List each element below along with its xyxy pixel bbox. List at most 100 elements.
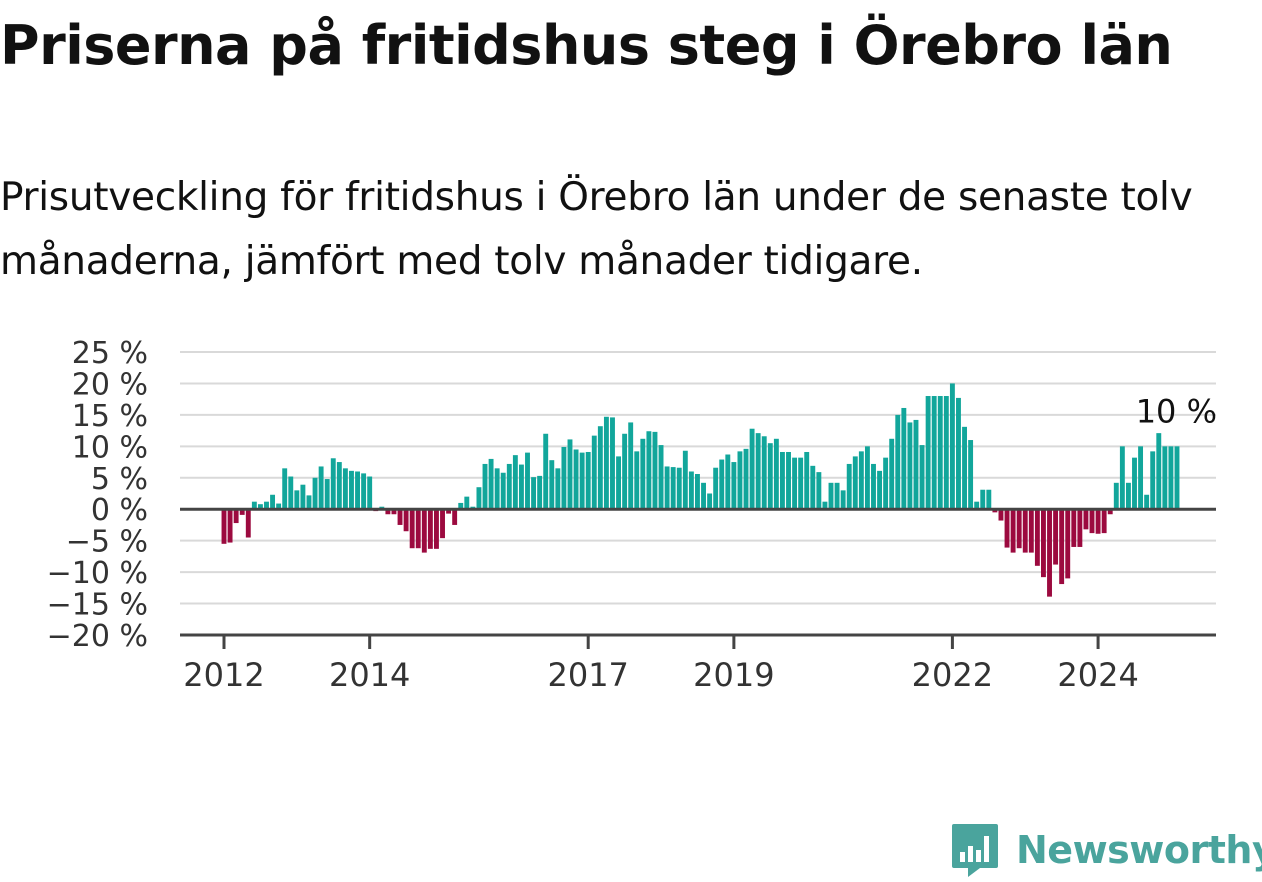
x-tick-label: 2022: [912, 656, 993, 694]
x-tick-label: 2017: [547, 656, 628, 694]
bar: [810, 465, 816, 510]
page-title: Priserna på fritidshus steg i Örebro län: [0, 14, 1173, 77]
bar: [943, 396, 949, 510]
bar: [707, 493, 713, 510]
bar: [257, 504, 263, 510]
y-tick-label: 20 %: [72, 367, 148, 402]
bar: [1150, 451, 1156, 510]
bar: [695, 474, 700, 510]
bar: [579, 452, 585, 510]
bar: [998, 509, 1004, 521]
bar: [537, 475, 543, 510]
y-tick-label: 25 %: [72, 336, 148, 371]
bar: [361, 473, 367, 510]
y-tick-label: −20 %: [47, 619, 148, 654]
bar: [288, 476, 294, 510]
bar: [1041, 509, 1046, 578]
bar: [1089, 509, 1095, 534]
bar: [543, 433, 549, 510]
bar: [1144, 494, 1150, 510]
bar: [883, 457, 889, 510]
bar: [555, 468, 561, 510]
bar: [719, 459, 725, 510]
bar: [962, 426, 967, 510]
bar: [427, 509, 433, 549]
bar: [1101, 509, 1107, 534]
bar: [1132, 457, 1137, 510]
x-tick-label: 2024: [1057, 656, 1138, 694]
x-tick-label: 2019: [693, 656, 774, 694]
x-tick-label: 2014: [329, 656, 410, 694]
bar: [482, 463, 488, 510]
bar: [531, 477, 537, 510]
bar: [488, 458, 494, 510]
bar: [227, 509, 233, 543]
y-tick-label: −5 %: [66, 525, 148, 560]
bar: [622, 433, 628, 510]
bar: [895, 414, 901, 510]
bar: [440, 509, 445, 539]
bar: [330, 458, 336, 510]
bar: [567, 439, 573, 510]
bar: [239, 509, 245, 515]
y-tick-label: 15 %: [72, 399, 148, 434]
bar: [701, 482, 706, 510]
bar: [676, 467, 682, 510]
bar: [737, 451, 743, 510]
bar: [421, 509, 427, 553]
bar: [385, 509, 391, 515]
bar: [1034, 509, 1040, 566]
y-tick-label: 5 %: [91, 462, 148, 497]
bar: [476, 487, 482, 510]
bar: [312, 477, 318, 510]
bar: [324, 479, 330, 510]
bar: [1065, 509, 1071, 579]
bar: [512, 455, 518, 510]
bar: [1071, 509, 1077, 547]
bar: [913, 419, 919, 510]
bar: [409, 509, 415, 549]
bar: [403, 509, 409, 532]
bar: [652, 431, 658, 510]
y-tick-label: 0 %: [91, 493, 148, 528]
bar: [294, 490, 300, 510]
bar: [986, 489, 992, 510]
bar: [1047, 509, 1052, 597]
bar: [1119, 446, 1125, 510]
bar: [264, 501, 269, 510]
bar: [804, 451, 810, 510]
y-tick-label: 10 %: [72, 430, 148, 465]
latest-value-label: 10 %: [1136, 392, 1217, 430]
bar: [603, 416, 609, 510]
bar: [834, 482, 840, 510]
bar: [318, 466, 324, 510]
bar: [1162, 446, 1168, 510]
bar: [634, 451, 640, 510]
bar: [779, 451, 785, 510]
bar: [355, 471, 360, 510]
bar: [889, 438, 895, 510]
bar: [713, 467, 719, 510]
bar: [349, 470, 354, 510]
bar: [1113, 482, 1119, 510]
bar: [464, 496, 470, 510]
bar: [670, 467, 676, 510]
bar: [276, 503, 282, 510]
bar: [518, 464, 524, 510]
bar: [931, 396, 937, 510]
bar: [980, 489, 986, 510]
bar: [773, 438, 779, 510]
bar: [877, 470, 883, 510]
bar: [956, 397, 961, 510]
bar: [767, 443, 773, 510]
bar: [1138, 446, 1144, 510]
bar: [731, 462, 737, 510]
y-tick-label: −10 %: [47, 556, 148, 591]
bar: [415, 509, 421, 549]
x-tick-label: 2012: [183, 656, 264, 694]
bar: [974, 501, 980, 510]
bar: [792, 457, 798, 510]
bar: [446, 509, 452, 514]
bar: [1004, 509, 1010, 548]
bar: [761, 436, 767, 510]
